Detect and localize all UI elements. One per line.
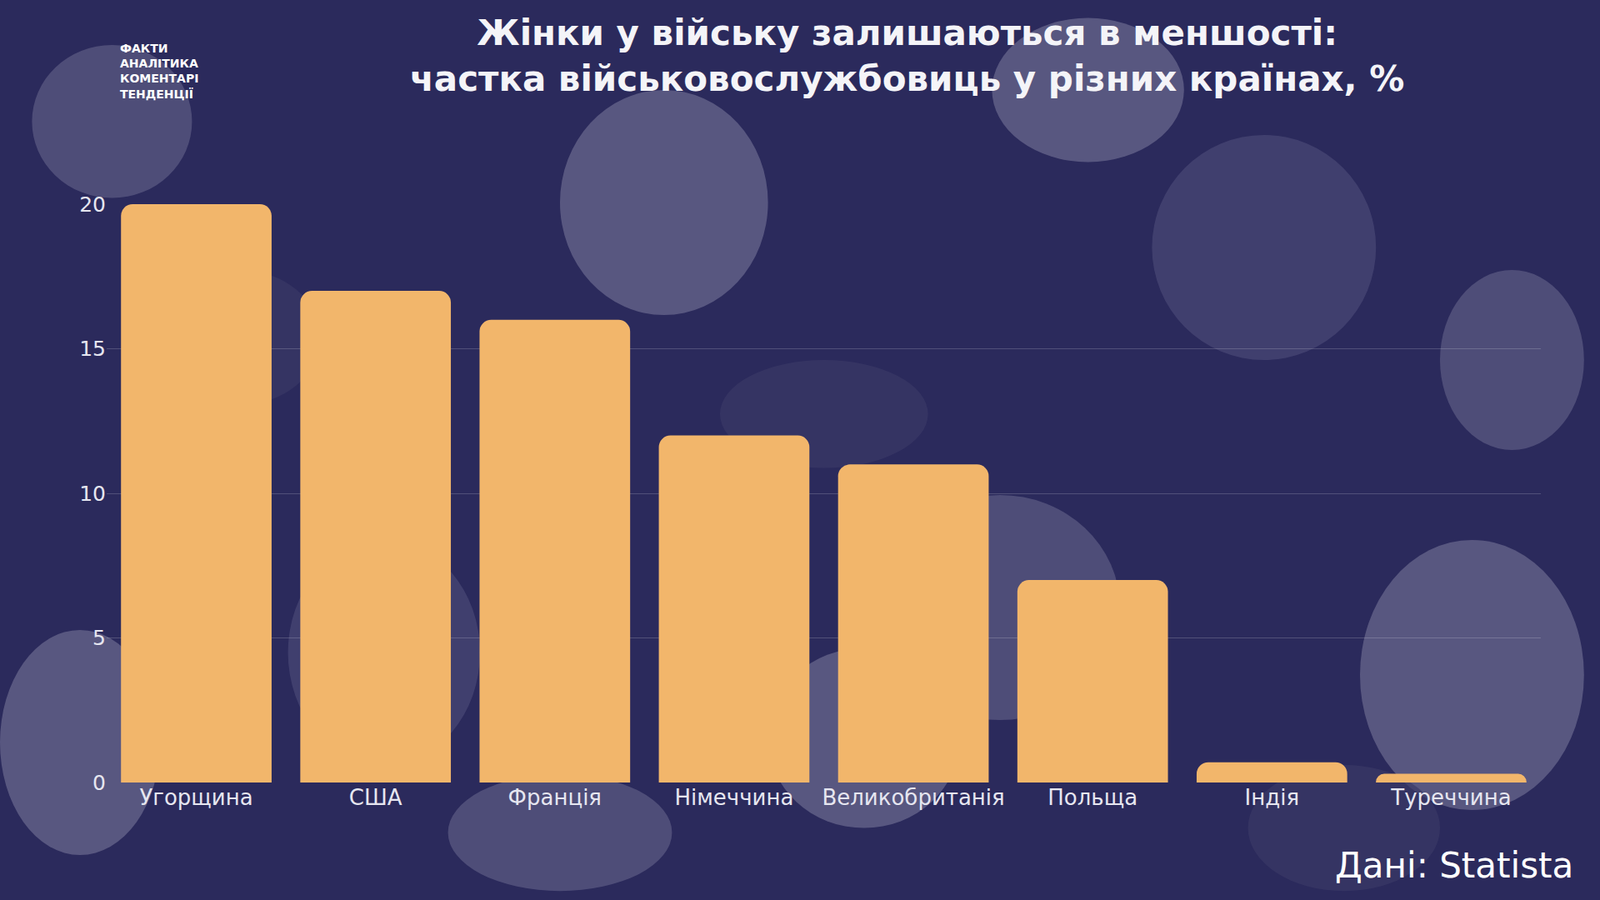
svg-text:20: 20 bbox=[79, 192, 106, 217]
svg-text:Туреччина: Туреччина bbox=[1390, 785, 1511, 810]
svg-text:0: 0 bbox=[92, 770, 106, 795]
svg-text:Великобританія: Великобританія bbox=[821, 785, 1005, 810]
svg-text:Франція: Франція bbox=[508, 785, 602, 810]
svg-text:15: 15 bbox=[79, 336, 106, 361]
svg-text:Жінки у війську залишаються в: Жінки у війську залишаються в меншості:ч… bbox=[410, 12, 1405, 100]
svg-text:Угорщина: Угорщина bbox=[139, 785, 253, 810]
svg-text:США: США bbox=[349, 785, 403, 810]
svg-text:ФАКТИАНАЛІТИКАКОМЕНТАРІТЕНДЕНЦ: ФАКТИАНАЛІТИКАКОМЕНТАРІТЕНДЕНЦІЇ bbox=[120, 41, 199, 101]
svg-text:Індія: Індія bbox=[1245, 785, 1300, 810]
svg-text:10: 10 bbox=[79, 481, 106, 506]
svg-text:Дані: Statista: Дані: Statista bbox=[1335, 845, 1574, 886]
svg-text:Польща: Польща bbox=[1047, 785, 1138, 810]
svg-text:Німеччина: Німеччина bbox=[674, 785, 794, 810]
svg-text:5: 5 bbox=[92, 625, 106, 650]
